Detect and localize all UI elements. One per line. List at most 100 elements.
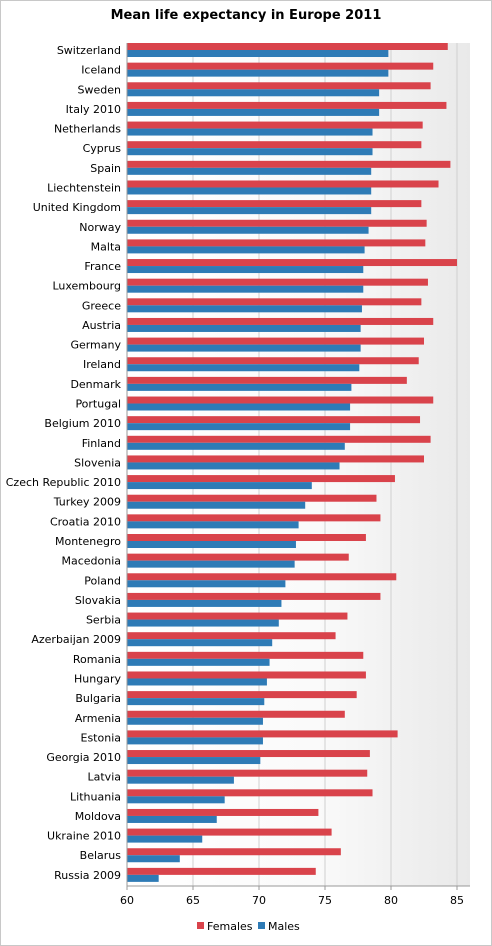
bar-males — [127, 599, 282, 607]
bar-females — [127, 376, 407, 384]
bars — [127, 43, 457, 882]
category-label: Finland — [82, 437, 121, 450]
category-labels: Switzerland Iceland Sweden Italy 2010 Nether… — [6, 44, 122, 882]
bar-females — [127, 82, 431, 90]
bar-females — [127, 278, 428, 286]
bar-females — [127, 494, 377, 502]
bar-females — [127, 455, 424, 463]
bar-males — [127, 737, 263, 745]
bar-females — [127, 730, 398, 738]
category-label: France — [84, 260, 121, 273]
category-label: United Kingdom — [33, 201, 121, 214]
category-label: Denmark — [70, 378, 121, 391]
category-label: Lithuania — [70, 790, 121, 803]
chart-title: Mean life expectancy in Europe 2011 — [110, 8, 382, 23]
bar-males — [127, 246, 365, 254]
bar-females — [127, 337, 424, 345]
bar-males — [127, 108, 380, 116]
category-label: Switzerland — [57, 44, 121, 57]
bar-females — [127, 750, 370, 758]
category-label: Croatia 2010 — [50, 515, 121, 528]
category-label: Armenia — [75, 712, 121, 725]
bar-females — [127, 651, 364, 659]
category-label: Malta — [91, 240, 121, 253]
bar-females — [127, 357, 419, 365]
bar-males — [127, 855, 180, 863]
bar-males — [127, 167, 372, 175]
category-label: Latvia — [88, 771, 122, 784]
bar-males — [127, 187, 372, 195]
bar-females — [127, 848, 341, 856]
bar-females — [127, 121, 423, 129]
tick-label-60: 60 — [120, 894, 134, 907]
bar-males — [127, 207, 372, 215]
bar-males — [127, 815, 217, 823]
bar-males — [127, 226, 369, 234]
tick-label-80: 80 — [384, 894, 398, 907]
category-label: Italy 2010 — [66, 103, 121, 116]
bar-males — [127, 403, 351, 411]
category-label: Bulgaria — [75, 692, 121, 705]
legend-label-males: Males — [268, 920, 300, 933]
bar-females — [127, 828, 332, 836]
category-label: Ukraine 2010 — [47, 830, 121, 843]
bar-males — [127, 678, 267, 686]
bar-males — [127, 658, 270, 666]
category-label: Montenegro — [55, 535, 121, 548]
bar-males — [127, 50, 389, 57]
category-label: Azerbaijan 2009 — [31, 633, 121, 646]
bar-males — [127, 501, 306, 509]
tick-label-70: 70 — [252, 894, 266, 907]
category-label: Macedonia — [61, 555, 121, 568]
bar-females — [127, 180, 439, 188]
bar-males — [127, 128, 373, 136]
legend: Females Males — [197, 920, 300, 933]
bar-females — [127, 160, 451, 168]
bar-males — [127, 482, 312, 490]
bar-males — [127, 423, 351, 431]
bar-females — [127, 219, 427, 227]
category-label: Greece — [82, 299, 121, 312]
bar-females — [127, 671, 366, 679]
category-label: Austria — [82, 319, 121, 332]
bar-males — [127, 285, 364, 293]
bar-females — [127, 514, 381, 522]
bar-females — [127, 592, 381, 600]
bar-females — [127, 259, 457, 267]
category-label: Serbia — [86, 614, 121, 627]
category-label: Germany — [70, 339, 121, 352]
bar-males — [127, 442, 345, 450]
bar-males — [127, 580, 286, 588]
bar-females — [127, 200, 422, 208]
bar-males — [127, 344, 361, 352]
bar-females — [127, 435, 431, 443]
bar-males — [127, 364, 360, 372]
bar-males — [127, 89, 380, 97]
category-label: Slovenia — [74, 456, 121, 469]
tick-labels: 60 65 70 75 80 85 — [120, 886, 464, 907]
bar-females — [127, 632, 336, 640]
category-label: Czech Republic 2010 — [6, 476, 121, 489]
bar-females — [127, 553, 349, 561]
bar-females — [127, 573, 397, 581]
bar-males — [127, 560, 295, 568]
tick-label-65: 65 — [186, 894, 200, 907]
category-label: Portugal — [75, 398, 121, 411]
category-label: Sweden — [78, 83, 121, 96]
category-label: Romania — [73, 653, 121, 666]
tick-label-75: 75 — [318, 894, 332, 907]
category-label: Spain — [90, 162, 121, 175]
category-label: Russia 2009 — [54, 869, 121, 882]
category-label: Cyprus — [83, 142, 122, 155]
bar-males — [127, 148, 373, 156]
category-label: Iceland — [81, 64, 121, 77]
bar-females — [127, 769, 368, 777]
bar-females — [127, 789, 373, 797]
category-label: Belarus — [80, 849, 122, 862]
bar-females — [127, 710, 345, 718]
category-label: Slovakia — [75, 594, 121, 607]
bar-males — [127, 717, 263, 725]
category-label: Moldova — [75, 810, 121, 823]
bar-females — [127, 239, 426, 247]
